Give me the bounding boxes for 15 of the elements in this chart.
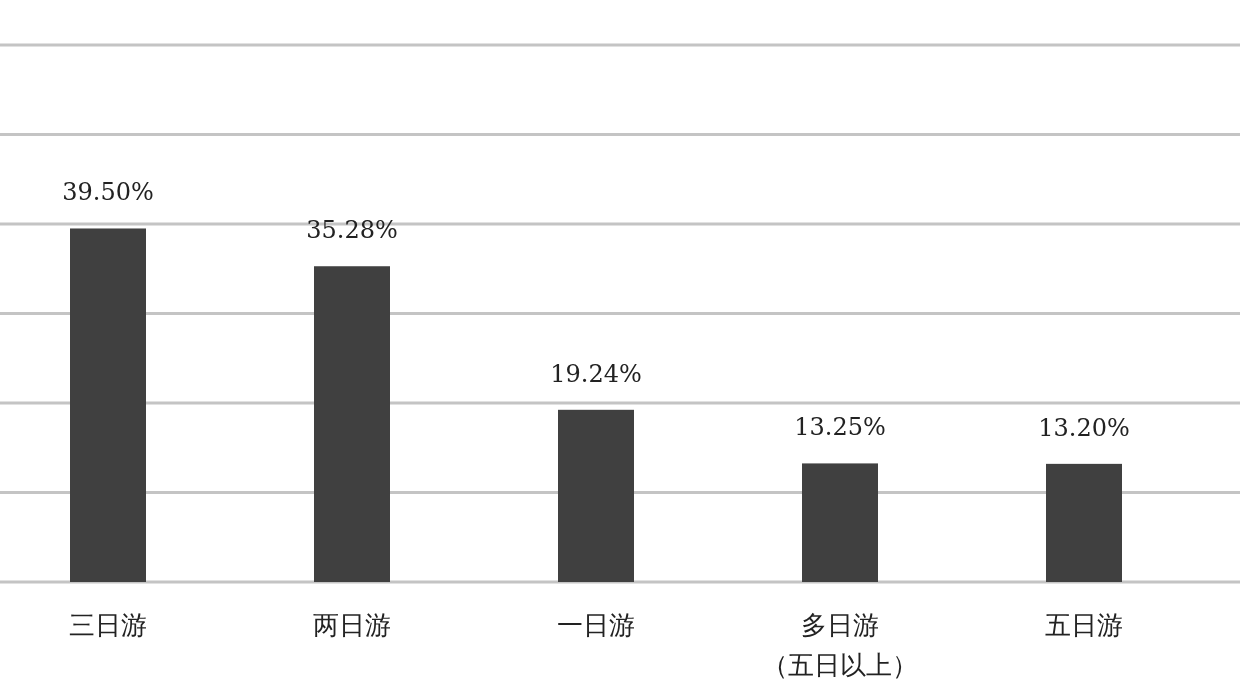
data-label: 13.25% bbox=[794, 413, 886, 442]
bar bbox=[314, 266, 390, 582]
data-label: 19.24% bbox=[550, 359, 642, 388]
bar bbox=[558, 409, 634, 582]
data-label: 13.20% bbox=[1038, 413, 1130, 442]
x-tick-label: 多日游（五日以上） bbox=[762, 610, 918, 680]
x-tick-label: 两日游 bbox=[313, 610, 391, 640]
x-tick-label: 三日游 bbox=[69, 610, 147, 640]
x-tick-label: 一日游 bbox=[557, 610, 635, 640]
x-tick-label: 五日游 bbox=[1045, 610, 1123, 640]
bar bbox=[1046, 463, 1122, 582]
data-label: 35.28% bbox=[306, 216, 398, 245]
bar bbox=[70, 228, 146, 582]
data-label: 39.50% bbox=[62, 178, 154, 207]
bar bbox=[802, 463, 878, 582]
